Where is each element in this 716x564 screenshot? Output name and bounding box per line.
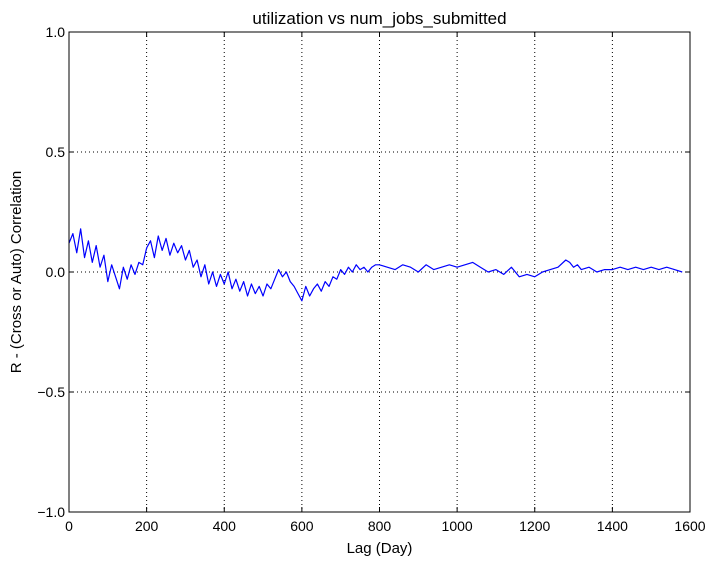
x-tick-label: 800 xyxy=(368,518,392,534)
ticks xyxy=(68,31,691,513)
y-tick-label: 0.5 xyxy=(46,144,66,160)
chart-title: utilization vs num_jobs_submitted xyxy=(252,9,506,28)
y-tick-label: −1.0 xyxy=(37,504,65,520)
x-tick-label: 600 xyxy=(290,518,314,534)
x-tick-label: 1000 xyxy=(442,518,473,534)
x-tick-label: 1400 xyxy=(597,518,628,534)
y-tick-label: 0.0 xyxy=(46,264,66,280)
y-tick-labels: −1.0 −0.5 0.0 0.5 1.0 xyxy=(37,24,65,520)
plot-series xyxy=(68,228,683,302)
x-tick-label: 1200 xyxy=(519,518,550,534)
x-tick-label: 200 xyxy=(135,518,159,534)
x-tick-labels: 0 200 400 600 800 1000 1200 1400 1600 xyxy=(65,518,706,534)
x-axis-label: Lag (Day) xyxy=(347,540,413,557)
x-tick-label: 1600 xyxy=(674,518,705,534)
grid xyxy=(69,32,690,512)
y-tick-label: 1.0 xyxy=(46,24,66,40)
y-axis-label: R - (Cross or Auto) Correlation xyxy=(8,171,25,374)
x-tick-label: 400 xyxy=(213,518,237,534)
x-tick-label: 0 xyxy=(65,518,73,534)
series-line xyxy=(68,228,683,302)
y-tick-label: −0.5 xyxy=(37,384,65,400)
